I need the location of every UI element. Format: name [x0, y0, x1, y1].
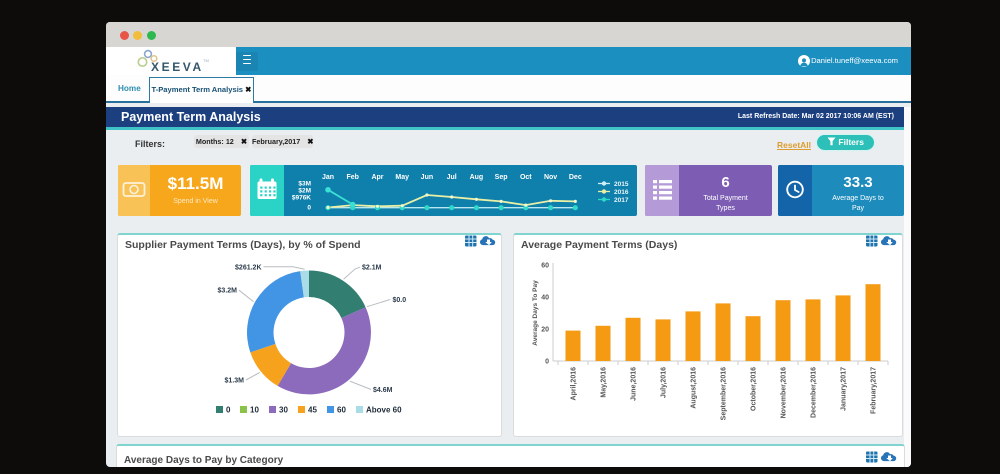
svg-text:$2M: $2M — [298, 188, 311, 195]
svg-text:November,2016: November,2016 — [781, 367, 788, 418]
svg-text:45: 45 — [308, 406, 317, 415]
svg-text:$3M: $3M — [298, 181, 311, 188]
svg-text:Average Days To Pay: Average Days To Pay — [532, 280, 539, 346]
svg-text:60: 60 — [541, 263, 549, 270]
svg-text:$4.6M: $4.6M — [373, 387, 393, 394]
svg-text:0: 0 — [545, 359, 549, 366]
svg-text:Nov: Nov — [544, 174, 557, 181]
svg-text:September,2016: September,2016 — [721, 367, 728, 420]
svg-text:June,2016: June,2016 — [631, 367, 638, 401]
svg-text:$2.1M: $2.1M — [362, 265, 382, 272]
svg-text:Oct: Oct — [520, 174, 532, 181]
svg-text:0: 0 — [226, 406, 231, 415]
svg-text:2017: 2017 — [614, 197, 629, 204]
svg-text:May: May — [395, 174, 409, 181]
svg-text:Jan: Jan — [322, 174, 334, 181]
svg-text:December,2016: December,2016 — [811, 367, 818, 418]
svg-text:Jun: Jun — [421, 174, 433, 181]
svg-text:20: 20 — [541, 327, 549, 334]
svg-text:October,2016: October,2016 — [751, 367, 758, 411]
svg-text:2016: 2016 — [614, 189, 629, 196]
svg-text:Aug: Aug — [470, 174, 484, 181]
svg-text:February,2017: February,2017 — [871, 367, 878, 414]
svg-text:May,2016: May,2016 — [601, 367, 608, 398]
svg-text:0: 0 — [307, 205, 311, 212]
svg-text:Feb: Feb — [346, 174, 358, 181]
svg-text:Sep: Sep — [495, 174, 508, 181]
svg-text:60: 60 — [337, 406, 346, 415]
svg-text:Dec: Dec — [569, 174, 582, 181]
svg-text:10: 10 — [250, 406, 259, 415]
svg-text:2015: 2015 — [614, 181, 629, 188]
svg-text:Jul: Jul — [447, 174, 457, 181]
svg-text:30: 30 — [279, 406, 288, 415]
svg-text:$261.2K: $261.2K — [235, 265, 261, 272]
svg-text:July,2016: July,2016 — [661, 367, 668, 398]
svg-text:January,2017: January,2017 — [841, 367, 848, 411]
svg-text:$0.0: $0.0 — [393, 297, 407, 304]
svg-text:$976K: $976K — [292, 195, 311, 202]
svg-text:$1.3M: $1.3M — [225, 378, 245, 385]
svg-text:$3.2M: $3.2M — [218, 288, 238, 295]
svg-text:40: 40 — [541, 295, 549, 302]
svg-text:Above 60: Above 60 — [366, 406, 402, 415]
svg-text:August,2016: August,2016 — [691, 367, 698, 409]
svg-text:April,2016: April,2016 — [571, 367, 578, 401]
svg-text:Apr: Apr — [371, 174, 383, 181]
